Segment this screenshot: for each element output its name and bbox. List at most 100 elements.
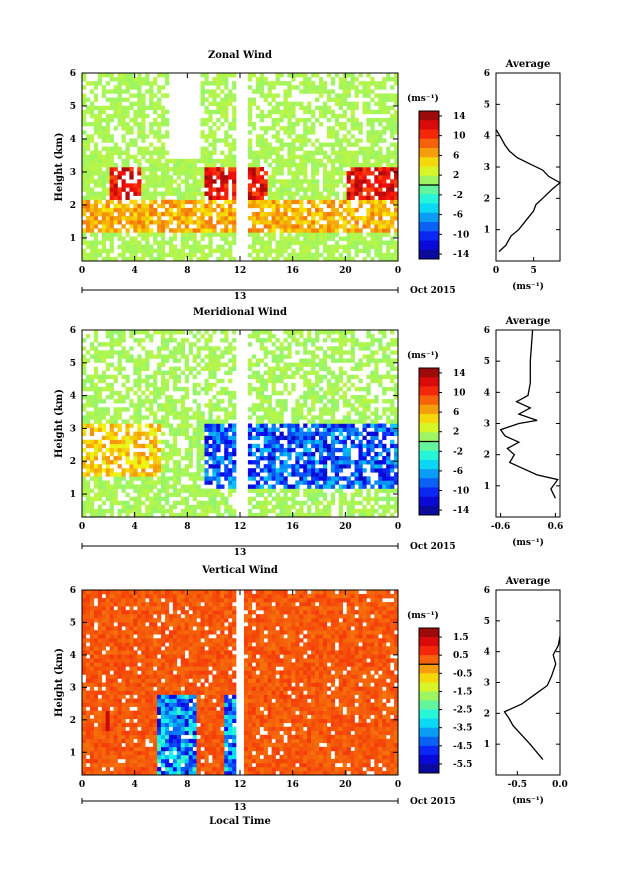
x-tick-label: 16: [286, 780, 299, 790]
date-label: Oct 2015: [410, 286, 456, 296]
y-tick-label: 3: [70, 424, 76, 434]
x-tick-label: 0: [395, 780, 401, 790]
average-y-tick-label: 6: [484, 586, 490, 596]
x-tick-label: 12: [234, 522, 247, 532]
colorbar-tick-label: 6: [453, 408, 459, 418]
y-tick-label: 4: [70, 392, 76, 402]
y-tick-label: 3: [70, 683, 76, 693]
average-title: Average: [505, 59, 551, 70]
x-tick-label: 4: [132, 266, 138, 276]
average-y-tick-label: 1: [484, 740, 490, 750]
average-x-label: (ms⁻¹): [512, 281, 544, 292]
y-tick-label: 1: [70, 748, 76, 758]
y-tick-label: 4: [70, 135, 76, 145]
average-x-label: (ms⁻¹): [512, 795, 544, 806]
colorbar-tick-label: 14: [453, 112, 466, 122]
colorbar-tick-label: -4.5: [453, 742, 472, 752]
y-tick-label: 1: [70, 490, 76, 500]
colorbar-tick-label: -10: [453, 487, 469, 497]
day-label: 13: [234, 292, 247, 302]
y-axis-label: Height (km): [54, 133, 65, 202]
average-x-tick-label: -0.6: [491, 522, 510, 532]
colorbar-tick-label: 10: [453, 389, 466, 399]
colorbar-tick-label: 2: [453, 428, 459, 438]
average-profile-panel: Average 1 2 3 4 5 6 0 5 (ms⁻¹): [484, 59, 562, 292]
y-tick-label: 5: [70, 359, 76, 369]
heatmap-cells: [82, 330, 399, 518]
colorbar-unit: (ms⁻¹): [407, 350, 439, 361]
colorbar-tick-label: -3.5: [453, 724, 472, 734]
average-y-tick-label: 4: [484, 388, 490, 398]
x-tick-label: 0: [79, 522, 85, 532]
y-tick-label: 2: [70, 457, 76, 467]
date-label: Oct 2015: [410, 542, 456, 552]
y-tick-label: 3: [70, 168, 76, 178]
heatmap-cells: [82, 73, 399, 262]
average-y-tick-label: 4: [484, 648, 490, 658]
x-tick-label: 0: [395, 522, 401, 532]
date-label: Oct 2015: [410, 797, 456, 807]
colorbar: 14 10 6 2 -2 -6 -10 -14 (ms⁻¹): [407, 93, 469, 260]
y-tick-label: 6: [70, 586, 76, 596]
y-tick-label: 6: [70, 69, 76, 79]
colorbar-unit: (ms⁻¹): [407, 610, 439, 621]
day-label: 13: [234, 548, 247, 558]
colorbar-tick-label: -2.5: [453, 706, 472, 716]
x-tick-label: 16: [286, 266, 299, 276]
x-axis-label: Local Time: [209, 816, 271, 827]
day-label: 13: [234, 803, 247, 813]
colorbar-tick-label: 1.5: [453, 633, 469, 643]
x-tick-label: 0: [79, 266, 85, 276]
average-y-tick-label: 1: [484, 226, 490, 236]
x-tick-label: 16: [286, 522, 299, 532]
y-tick-label: 2: [70, 716, 76, 726]
x-tick-label: 20: [339, 780, 352, 790]
average-y-tick-label: 3: [484, 420, 490, 430]
average-y-tick-label: 5: [484, 100, 490, 110]
average-profile-line: [503, 636, 561, 761]
average-y-tick-label: 2: [484, 451, 490, 461]
average-x-tick-label: 5: [531, 266, 537, 276]
colorbar-tick-label: -5.5: [453, 760, 472, 770]
x-tick-label: 8: [184, 780, 190, 790]
average-y-tick-label: 3: [484, 679, 490, 689]
colorbar-tick-label: -14: [453, 506, 469, 516]
average-profile-panel: Average 1 2 3 4 5 6 -0.5 0.0 (ms⁻¹): [484, 576, 568, 806]
average-y-tick-label: 4: [484, 132, 490, 142]
average-x-tick-label: 0: [493, 266, 499, 276]
average-x-label: (ms⁻¹): [512, 537, 544, 548]
colorbar-tick-label: -2: [453, 447, 463, 457]
x-tick-label: 12: [234, 780, 247, 790]
average-x-tick-label: 0.6: [548, 522, 564, 532]
average-y-tick-label: 3: [484, 163, 490, 173]
average-y-tick-label: 5: [484, 357, 490, 367]
colorbar-tick-label: -2: [453, 191, 463, 201]
average-y-tick-label: 6: [484, 326, 490, 336]
colorbar-tick-label: -6: [453, 211, 463, 221]
colorbar: 14 10 6 2 -2 -6 -10 -14 (ms⁻¹): [407, 350, 469, 516]
y-tick-label: 2: [70, 201, 76, 211]
average-title: Average: [505, 316, 551, 327]
average-profile-line: [495, 129, 562, 253]
y-axis-label: Height (km): [54, 648, 65, 717]
y-axis-label: Height (km): [54, 389, 65, 458]
x-tick-label: 0: [79, 780, 85, 790]
average-profile-line: [499, 329, 559, 499]
average-y-tick-label: 1: [484, 482, 490, 492]
y-tick-label: 6: [70, 326, 76, 336]
colorbar-tick-label: -14: [453, 250, 469, 260]
colorbar-tick-label: 10: [453, 132, 466, 142]
average-x-tick-label: -0.5: [508, 780, 527, 790]
heatmap-cells: [82, 590, 399, 776]
x-tick-label: 12: [234, 266, 247, 276]
y-tick-label: 5: [70, 102, 76, 112]
x-tick-label: 4: [132, 522, 138, 532]
colorbar-tick-label: -6: [453, 467, 463, 477]
average-title: Average: [505, 576, 551, 587]
average-y-tick-label: 2: [484, 709, 490, 719]
colorbar-tick-label: -10: [453, 230, 469, 240]
x-tick-label: 0: [395, 266, 401, 276]
colorbar-tick-label: 14: [453, 369, 466, 379]
y-tick-label: 4: [70, 651, 76, 661]
